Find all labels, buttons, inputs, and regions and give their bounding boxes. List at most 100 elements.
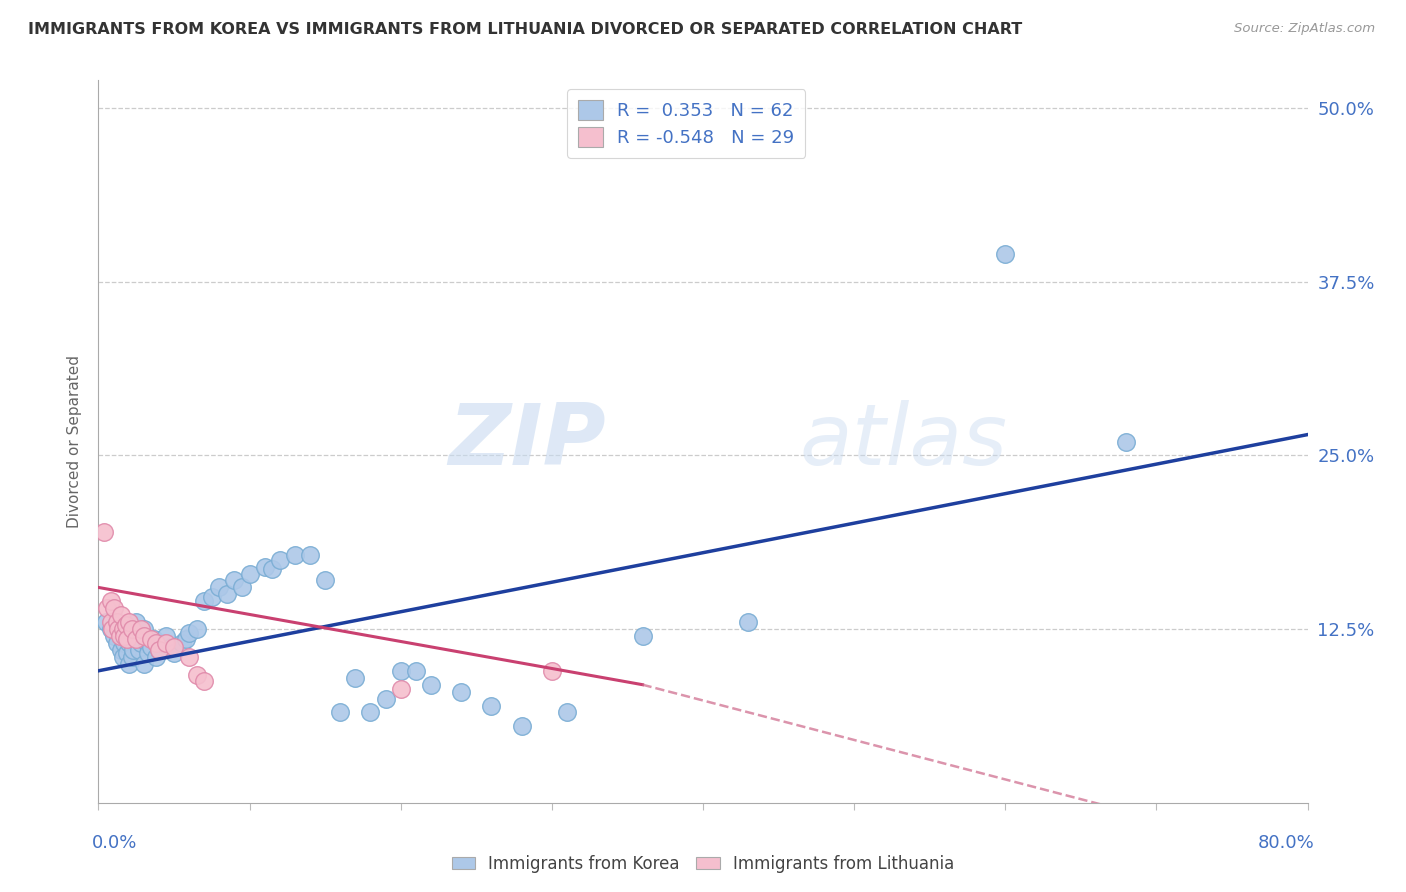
- Point: [125, 615, 148, 630]
- Point: [121, 649, 143, 664]
- Point: [103, 629, 125, 643]
- Point: [208, 581, 231, 595]
- Point: [555, 706, 578, 720]
- Point: [179, 626, 201, 640]
- Point: [510, 719, 533, 733]
- Point: [344, 671, 367, 685]
- Text: ZIP: ZIP: [449, 400, 606, 483]
- Point: [174, 632, 197, 646]
- Y-axis label: Divorced or Separated: Divorced or Separated: [67, 355, 83, 528]
- Point: [112, 629, 135, 643]
- Point: [94, 615, 117, 630]
- Point: [125, 632, 148, 646]
- Point: [128, 643, 150, 657]
- Point: [186, 622, 208, 636]
- Point: [110, 629, 132, 643]
- Point: [450, 684, 472, 698]
- Point: [170, 636, 193, 650]
- Point: [105, 636, 128, 650]
- Point: [420, 678, 443, 692]
- Point: [374, 691, 396, 706]
- Legend: Immigrants from Korea, Immigrants from Lithuania: Immigrants from Korea, Immigrants from L…: [444, 848, 962, 880]
- Point: [994, 247, 1017, 261]
- Point: [299, 549, 322, 563]
- Point: [100, 594, 122, 608]
- Point: [118, 636, 141, 650]
- Point: [389, 664, 412, 678]
- Point: [110, 608, 132, 623]
- Point: [129, 636, 152, 650]
- Point: [201, 590, 224, 604]
- Text: Source: ZipAtlas.com: Source: ZipAtlas.com: [1234, 22, 1375, 36]
- Point: [360, 706, 382, 720]
- Point: [132, 657, 155, 671]
- Point: [160, 640, 183, 655]
- Point: [737, 615, 759, 630]
- Point: [193, 673, 215, 688]
- Point: [125, 629, 148, 643]
- Point: [118, 615, 141, 630]
- Point: [329, 706, 352, 720]
- Point: [136, 646, 159, 660]
- Point: [1115, 434, 1137, 449]
- Point: [163, 640, 186, 655]
- Point: [93, 524, 115, 539]
- Point: [239, 566, 262, 581]
- Point: [155, 629, 177, 643]
- Point: [114, 618, 136, 632]
- Point: [108, 629, 131, 643]
- Text: atlas: atlas: [800, 400, 1008, 483]
- Point: [314, 574, 336, 588]
- Point: [114, 622, 136, 636]
- Point: [111, 649, 134, 664]
- Point: [118, 657, 141, 671]
- Point: [100, 622, 122, 636]
- Point: [101, 622, 124, 636]
- Point: [481, 698, 503, 713]
- Point: [193, 594, 215, 608]
- Point: [122, 643, 145, 657]
- Point: [405, 664, 427, 678]
- Point: [135, 636, 157, 650]
- Point: [129, 622, 152, 636]
- Point: [148, 643, 170, 657]
- Point: [631, 629, 654, 643]
- Legend: R =  0.353   N = 62, R = -0.548   N = 29: R = 0.353 N = 62, R = -0.548 N = 29: [567, 89, 806, 158]
- Text: 80.0%: 80.0%: [1258, 834, 1315, 852]
- Point: [132, 629, 155, 643]
- Point: [215, 587, 238, 601]
- Point: [186, 668, 208, 682]
- Point: [148, 643, 170, 657]
- Point: [121, 622, 143, 636]
- Point: [150, 636, 173, 650]
- Point: [284, 549, 307, 563]
- Point: [231, 581, 253, 595]
- Point: [540, 664, 562, 678]
- Point: [107, 622, 129, 636]
- Point: [141, 640, 163, 655]
- Point: [103, 601, 125, 615]
- Point: [269, 552, 291, 566]
- Point: [115, 632, 138, 646]
- Point: [389, 681, 412, 696]
- Text: IMMIGRANTS FROM KOREA VS IMMIGRANTS FROM LITHUANIA DIVORCED OR SEPARATED CORRELA: IMMIGRANTS FROM KOREA VS IMMIGRANTS FROM…: [28, 22, 1022, 37]
- Point: [163, 646, 186, 660]
- Point: [115, 646, 138, 660]
- Point: [179, 649, 201, 664]
- Point: [105, 615, 128, 630]
- Text: 0.0%: 0.0%: [91, 834, 136, 852]
- Point: [253, 559, 276, 574]
- Point: [132, 622, 155, 636]
- Point: [262, 562, 284, 576]
- Point: [112, 636, 135, 650]
- Point: [155, 636, 177, 650]
- Point: [100, 615, 122, 630]
- Point: [111, 622, 134, 636]
- Point: [110, 643, 132, 657]
- Point: [96, 601, 118, 615]
- Point: [145, 636, 167, 650]
- Point: [143, 632, 166, 646]
- Point: [145, 649, 167, 664]
- Point: [141, 632, 163, 646]
- Point: [224, 574, 246, 588]
